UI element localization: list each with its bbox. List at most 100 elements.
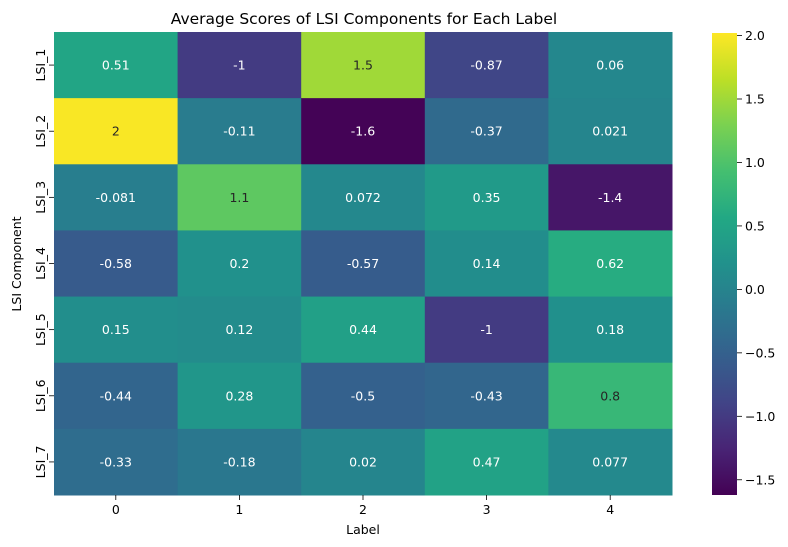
cell-label-r5-c0: 0.15 <box>102 322 130 337</box>
x-tick-label-3: 3 <box>483 502 491 517</box>
heatmap-cell-r5-c0 <box>54 296 179 364</box>
y-axis-label: LSI Component <box>9 216 24 311</box>
cell-label-r1-c4: 0.06 <box>596 58 624 73</box>
y-tick-label-5: LSI_5 <box>33 313 48 346</box>
heatmap-cell-r4-c1 <box>177 230 302 298</box>
heatmap-cell-r5-c4 <box>548 296 673 364</box>
cell-label-r2-c1: -0.11 <box>223 124 255 139</box>
x-tick-label-2: 2 <box>359 502 367 517</box>
cell-label-r7-c1: -0.18 <box>223 454 255 469</box>
cell-label-r5-c2: 0.44 <box>349 322 377 337</box>
heatmap-cell-r4-c4 <box>548 230 673 298</box>
heatmap-cell-r3-c1 <box>177 164 302 231</box>
heatmap-cell-labels: 0.51 -1 1.5 -0.87 0.06 2 -0.11 -1.6 -0.37 0.021 -0… <box>96 58 628 470</box>
cell-label-r1-c0: 0.51 <box>102 58 130 73</box>
cell-label-r5-c3: -1 <box>480 322 492 337</box>
colorbar-tick-label-5: 1.0 <box>745 155 765 170</box>
cell-label-r2-c0: 2 <box>112 124 120 139</box>
y-tick-label-2: LSI_2 <box>33 115 48 148</box>
cell-label-r5-c1: 0.12 <box>225 322 253 337</box>
heatmap-cell-r2-c4 <box>548 98 673 165</box>
heatmap-cell-r6-c1 <box>177 362 302 430</box>
colorbar-tick-label-7: 2.0 <box>745 28 765 43</box>
heatmap-cell-r6-c3 <box>424 362 549 430</box>
cell-label-r2-c2: -1.6 <box>351 124 375 139</box>
heatmap-cell-r7-c2 <box>301 428 426 496</box>
cell-label-r2-c3: -0.37 <box>470 124 502 139</box>
heatmap-cell-r1-c2 <box>301 32 426 99</box>
heatmap-cell-r5-c1 <box>177 296 302 364</box>
cell-label-r1-c3: -0.87 <box>470 58 502 73</box>
heatmap-cell-r3-c0 <box>54 164 179 231</box>
cell-label-r7-c4: 0.077 <box>592 454 628 469</box>
x-tick-label-0: 0 <box>112 502 120 517</box>
colorbar-tick-label-4: 0.5 <box>745 218 765 233</box>
heatmap-cell-r3-c2 <box>301 164 426 231</box>
heatmap-cell-r7-c3 <box>424 428 549 496</box>
cell-label-r6-c4: 0.8 <box>600 388 620 403</box>
cell-label-r2-c4: 0.021 <box>592 124 628 139</box>
cell-label-r1-c1: -1 <box>233 58 245 73</box>
cell-label-r3-c4: -1.4 <box>598 190 622 205</box>
heatmap-cell-r7-c1 <box>177 428 302 496</box>
heatmap-cell-r4-c2 <box>301 230 426 298</box>
cell-label-r5-c4: 0.18 <box>596 322 624 337</box>
cell-label-r6-c3: -0.43 <box>470 388 502 403</box>
heatmap-cell-r7-c0 <box>54 428 179 496</box>
cell-label-r4-c1: 0.2 <box>229 256 249 271</box>
heatmap-cell-r6-c2 <box>301 362 426 430</box>
x-axis-label: Label <box>346 522 380 537</box>
heatmap-cell-r6-c4 <box>548 362 673 430</box>
heatmap-cell-r4-c0 <box>54 230 179 298</box>
cell-label-r4-c4: 0.62 <box>596 256 624 271</box>
x-tick-label-1: 1 <box>235 502 243 517</box>
cell-label-r7-c3: 0.47 <box>473 454 501 469</box>
colorbar-ticks: −1.5 −1.0 −0.5 0.0 0.5 1.0 1.5 2.0 <box>737 28 775 487</box>
heatmap-cell-r1-c3 <box>424 32 549 99</box>
heatmap-cell-r1-c0 <box>54 32 179 99</box>
heatmap-cell-r3-c4 <box>548 164 673 231</box>
colorbar-tick-label-1: −1.0 <box>745 409 775 424</box>
y-tick-label-4: LSI_4 <box>33 247 48 280</box>
y-tick-label-6: LSI_6 <box>33 379 48 412</box>
y-tick-label-7: LSI_7 <box>33 446 48 479</box>
cell-label-r6-c1: 0.28 <box>225 388 253 403</box>
heatmap-cell-r1-c4 <box>548 32 673 99</box>
cell-label-r6-c0: -0.44 <box>100 388 132 403</box>
colorbar-tick-label-6: 1.5 <box>745 92 765 107</box>
chart-title: Average Scores of LSI Components for Eac… <box>171 10 557 28</box>
y-axis: LSI_1 LSI_2 LSI_3 LSI_4 LSI_5 LSI_6 LSI_7 <box>33 49 54 479</box>
colorbar-tick-label-3: 0.0 <box>745 282 765 297</box>
heatmap-cell-r2-c1 <box>177 98 302 165</box>
cell-label-r7-c0: -0.33 <box>100 454 132 469</box>
cell-label-r3-c2: 0.072 <box>345 190 381 205</box>
cell-label-r3-c3: 0.35 <box>473 190 501 205</box>
cell-label-r4-c0: -0.58 <box>100 256 132 271</box>
heatmap-cell-r4-c3 <box>424 230 549 298</box>
heatmap-cell-r3-c3 <box>424 164 549 231</box>
heatmap-cell-r2-c0 <box>54 98 179 165</box>
heatmap-cell-r6-c0 <box>54 362 179 430</box>
colorbar <box>712 33 737 495</box>
heatmap-cell-r7-c4 <box>548 428 673 496</box>
heatmap-cells <box>54 32 673 496</box>
cell-label-r3-c0: -0.081 <box>96 190 136 205</box>
colorbar-tick-label-2: −0.5 <box>745 345 775 360</box>
heatmap-cell-r1-c1 <box>177 32 302 99</box>
cell-label-r3-c1: 1.1 <box>229 190 249 205</box>
heatmap-cell-r5-c2 <box>301 296 426 364</box>
cell-label-r6-c2: -0.5 <box>351 388 375 403</box>
cell-label-r1-c2: 1.5 <box>353 58 373 73</box>
cell-label-r4-c3: 0.14 <box>473 256 501 271</box>
cell-label-r4-c2: -0.57 <box>347 256 379 271</box>
x-tick-label-4: 4 <box>606 502 614 517</box>
heatmap-cell-r2-c2 <box>301 98 426 165</box>
y-tick-label-1: LSI_1 <box>33 49 48 82</box>
x-axis: 0 1 2 3 4 <box>112 495 614 517</box>
heatmap-cell-r5-c3 <box>424 296 549 364</box>
heatmap-cell-r2-c3 <box>424 98 549 165</box>
y-tick-label-3: LSI_3 <box>33 181 48 214</box>
cell-label-r7-c2: 0.02 <box>349 454 377 469</box>
colorbar-tick-label-0: −1.5 <box>745 472 775 487</box>
